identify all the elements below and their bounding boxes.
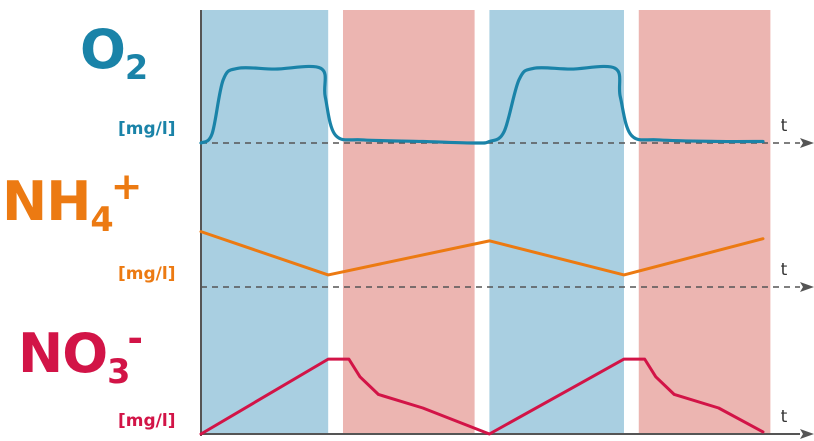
- time-axis-labels: t t t: [781, 116, 788, 427]
- o2-time-axis-arrow: [800, 138, 814, 148]
- no3-label-sub: 3: [107, 351, 130, 391]
- o2-label-base: O: [80, 18, 126, 81]
- nh4-label-sup: +: [110, 164, 143, 209]
- nh4-series-line: [199, 230, 765, 277]
- axes: [200, 10, 814, 439]
- series-curves: [199, 64, 765, 436]
- anoxic-phase-band-2: [342, 10, 475, 434]
- nh4-label-base: NH: [2, 170, 91, 233]
- o2-unit-label: [mg/l]: [118, 119, 176, 139]
- phase-bands: [201, 10, 771, 434]
- o2-label-sub: 2: [124, 47, 148, 87]
- nh4-time-axis-label: t: [781, 260, 788, 280]
- o2-series-line: [199, 64, 765, 145]
- no3-unit-label: [mg/l]: [118, 411, 176, 431]
- aerobic-phase-band-3: [489, 10, 624, 434]
- nh4-label-sub: 4: [90, 199, 113, 239]
- nh4-label: NH4+: [2, 164, 142, 238]
- anoxic-phase-band-4: [638, 10, 771, 434]
- o2-label: O2: [80, 18, 148, 87]
- nh4-unit-label: [mg/l]: [118, 264, 176, 284]
- nh4-time-axis-arrow: [800, 282, 814, 292]
- no3-label-sup: -: [127, 316, 143, 361]
- no3-time-axis-label: t: [781, 407, 788, 427]
- no3-time-axis-arrow: [800, 429, 814, 439]
- o2-time-axis-label: t: [781, 116, 788, 136]
- no3-series-line: [199, 357, 765, 436]
- no3-label-base: NO: [18, 322, 108, 385]
- no3-label: NO3-: [18, 316, 143, 390]
